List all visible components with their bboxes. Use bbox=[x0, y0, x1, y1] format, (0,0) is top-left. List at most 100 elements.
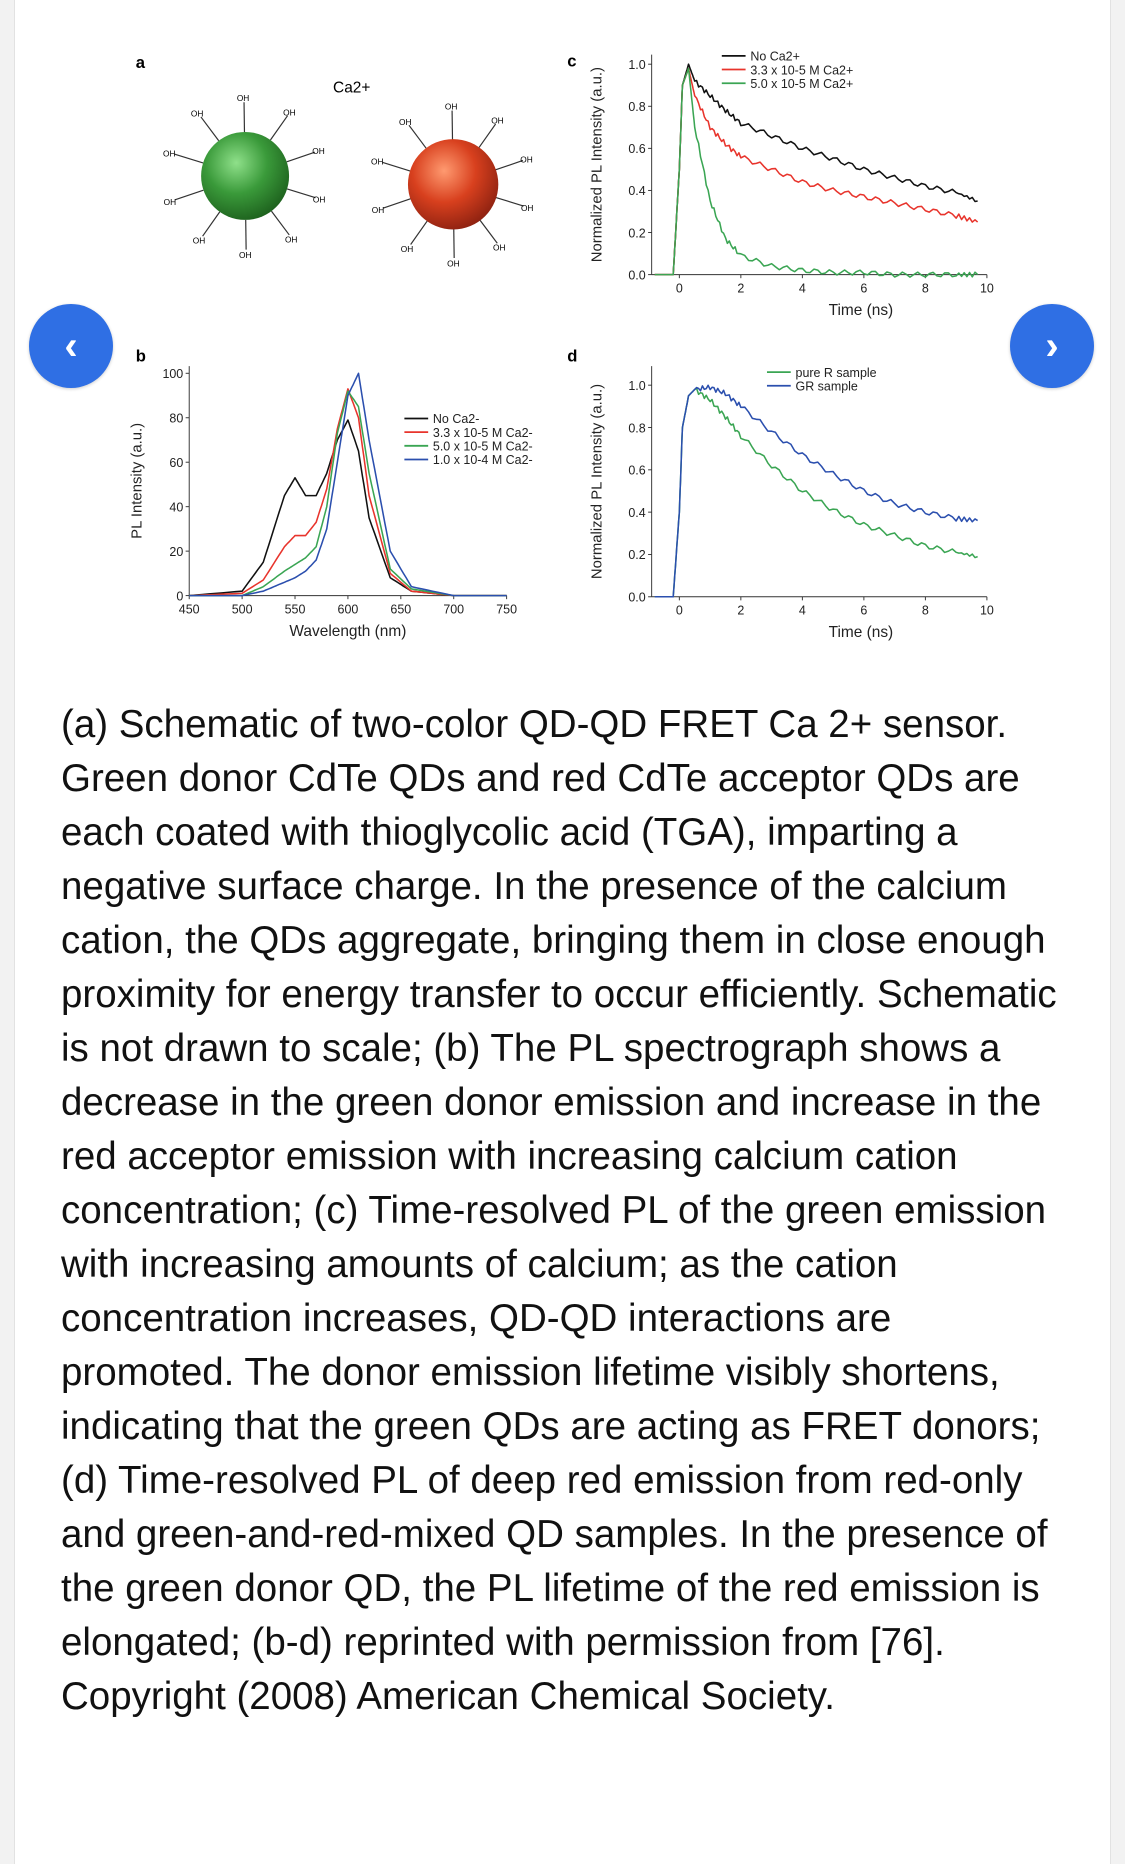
ligand-oh-label: OH bbox=[491, 116, 503, 126]
legend-label: pure R sample bbox=[796, 366, 877, 380]
green-qd-ligands: OH OH OH OH OH OH OH OH OH OH bbox=[163, 93, 325, 260]
ligand-oh-label: OH bbox=[312, 146, 324, 156]
legend-label: 1.0 x 10-4 M Ca2- bbox=[433, 453, 533, 467]
x-tick-label: 500 bbox=[232, 602, 253, 616]
x-tick-label: 650 bbox=[390, 602, 411, 616]
legend-label: 5.0 x 10-5 M Ca2+ bbox=[750, 77, 853, 91]
series-line bbox=[189, 372, 507, 597]
x-tick-label: 0 bbox=[676, 604, 683, 618]
y-tick-label: 0.6 bbox=[628, 464, 645, 478]
ligand-oh-label: OH bbox=[163, 148, 175, 158]
panel-label-c: c bbox=[567, 52, 576, 71]
ligand-chain bbox=[175, 189, 204, 201]
x-tick-label: 450 bbox=[179, 602, 200, 616]
x-tick-label: 600 bbox=[338, 602, 359, 616]
ligand-chain bbox=[200, 116, 220, 142]
x-tick-label: 6 bbox=[860, 604, 867, 618]
y-tick-label: 1.0 bbox=[628, 58, 645, 72]
x-tick-label: 4 bbox=[799, 604, 806, 618]
chevron-right-icon: › bbox=[1045, 323, 1059, 368]
ligand-oh-label: OH bbox=[164, 197, 176, 207]
ligand-oh-label: OH bbox=[493, 243, 505, 253]
ligand-chain bbox=[477, 123, 497, 149]
ligand-oh-label: OH bbox=[285, 234, 297, 244]
x-tick-label: 550 bbox=[285, 602, 306, 616]
x-tick-label: 2 bbox=[737, 604, 744, 618]
x-tick-label: 2 bbox=[737, 281, 744, 295]
panel-label-a: a bbox=[136, 53, 146, 72]
previous-figure-button[interactable]: ‹ bbox=[29, 304, 113, 388]
chart-c-time-resolved-green: 0 2 4 6 8 10 0.0 0.2 0.4 0.6 0.8 1.0 Time (ns) Normal… bbox=[590, 50, 994, 319]
chart-d-time-resolved-red: 0 2 4 6 8 10 0.0 0.2 0.4 0.6 0.8 1.0 Time (ns) Normal… bbox=[590, 366, 994, 641]
ligand-chain bbox=[383, 197, 412, 209]
ligand-oh-label: OH bbox=[191, 109, 203, 119]
next-figure-button[interactable]: › bbox=[1010, 304, 1094, 388]
panel-label-b: b bbox=[136, 346, 146, 365]
y-axis-label: Normalized PL Intensity (a.u.) bbox=[590, 67, 606, 262]
x-tick-label: 750 bbox=[496, 602, 517, 616]
y-axis-label: PL Intensity (a.u.) bbox=[130, 423, 146, 539]
series-line bbox=[189, 390, 507, 597]
ligand-oh-label: OH bbox=[399, 117, 411, 127]
ligand-oh-label: OH bbox=[371, 157, 383, 167]
y-tick-label: 0.0 bbox=[628, 268, 645, 282]
left-page-edge bbox=[0, 0, 15, 1864]
legend-label: 5.0 x 10-5 M Ca2- bbox=[433, 440, 533, 454]
x-tick-label: 10 bbox=[980, 604, 994, 618]
series-line bbox=[654, 67, 979, 276]
ligand-chain bbox=[269, 115, 289, 141]
y-tick-label: 0.2 bbox=[628, 548, 645, 562]
ligand-chain bbox=[408, 124, 428, 150]
y-tick-label: 0.8 bbox=[628, 100, 645, 114]
chart-b-pl-spectrum: 450 500 550 600 650 700 750 0 20 40 60 80 100 Wavelen… bbox=[130, 366, 533, 640]
ligand-chain bbox=[479, 219, 498, 244]
ligand-chain bbox=[202, 211, 221, 237]
x-axis-label: Time (ns) bbox=[829, 302, 894, 319]
legend-label: 3.3 x 10-5 M Ca2- bbox=[433, 426, 533, 440]
ligand-oh-label: OH bbox=[447, 258, 459, 268]
x-tick-label: 0 bbox=[676, 281, 683, 295]
y-tick-label: 1.0 bbox=[628, 379, 645, 393]
y-tick-label: 0.0 bbox=[628, 591, 645, 605]
y-tick-label: 40 bbox=[169, 500, 183, 514]
figure-caption: (a) Schematic of two-color QD-QD FRET Ca… bbox=[61, 703, 1057, 1718]
y-tick-label: 0.2 bbox=[628, 226, 645, 240]
x-tick-label: 8 bbox=[922, 281, 929, 295]
ligand-chain bbox=[174, 153, 204, 164]
x-tick-label: 700 bbox=[443, 602, 464, 616]
green-donor-qd bbox=[201, 131, 290, 220]
y-tick-label: 0.6 bbox=[628, 142, 645, 156]
series-line bbox=[654, 384, 979, 598]
red-qd-ligands: OH OH OH OH OH OH OH OH OH OH bbox=[371, 101, 533, 268]
y-axis-label: Normalized PL Intensity (a.u.) bbox=[590, 384, 606, 579]
y-tick-label: 20 bbox=[169, 545, 183, 559]
red-acceptor-qd bbox=[407, 139, 499, 230]
series-line bbox=[189, 388, 507, 597]
legend-label: 3.3 x 10-5 M Ca2+ bbox=[750, 63, 853, 77]
y-tick-label: 100 bbox=[162, 367, 183, 381]
ligand-oh-label: OH bbox=[520, 155, 532, 165]
ligand-chain bbox=[494, 196, 524, 207]
ligand-oh-label: OH bbox=[313, 195, 325, 205]
y-tick-label: 80 bbox=[169, 412, 183, 426]
ligand-oh-label: OH bbox=[283, 107, 295, 117]
x-tick-label: 8 bbox=[922, 604, 929, 618]
x-axis-label: Time (ns) bbox=[829, 624, 894, 641]
ligand-oh-label: OH bbox=[239, 250, 251, 260]
y-tick-label: 0 bbox=[176, 589, 183, 603]
ligand-chain bbox=[494, 159, 524, 171]
y-tick-label: 0.8 bbox=[628, 421, 645, 435]
right-page-edge bbox=[1110, 0, 1125, 1864]
ligand-chain bbox=[410, 219, 429, 245]
ligand-oh-label: OH bbox=[372, 205, 384, 215]
y-tick-label: 60 bbox=[169, 456, 183, 470]
series-line bbox=[654, 387, 978, 598]
y-tick-label: 0.4 bbox=[628, 506, 645, 520]
ligand-chain bbox=[382, 161, 412, 172]
ligand-chain bbox=[286, 151, 316, 163]
y-tick-label: 0.4 bbox=[628, 184, 645, 198]
x-tick-label: 10 bbox=[980, 281, 994, 295]
x-tick-label: 6 bbox=[860, 281, 867, 295]
